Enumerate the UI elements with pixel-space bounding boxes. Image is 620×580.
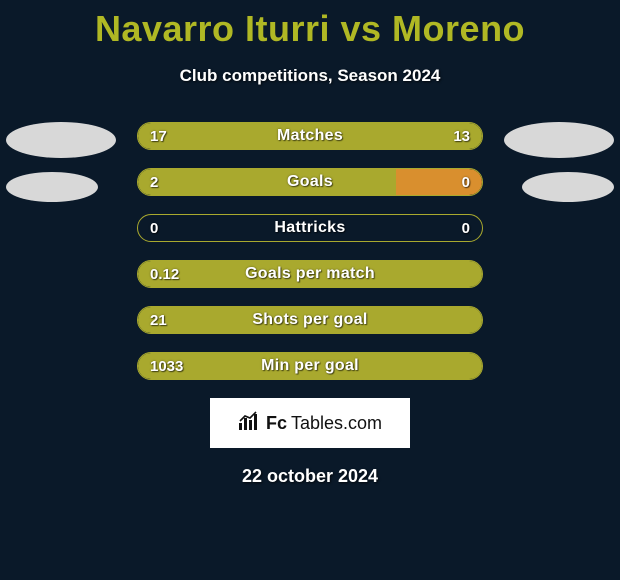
player-avatar-right bbox=[504, 122, 614, 158]
stat-label: Matches bbox=[138, 123, 482, 149]
comparison-chart: 1713Matches 20Goals 00Hattricks 0.12Goals p… bbox=[0, 122, 620, 380]
source-badge: FcTables.com bbox=[210, 398, 410, 448]
stat-row: 0.12Goals per match bbox=[137, 260, 483, 288]
footer-date: 22 october 2024 bbox=[0, 466, 620, 487]
stat-label: Shots per goal bbox=[138, 307, 482, 333]
stat-row: 21Shots per goal bbox=[137, 306, 483, 334]
stat-row: 1713Matches bbox=[137, 122, 483, 150]
bars-container: 1713Matches 20Goals 00Hattricks 0.12Goals p… bbox=[137, 122, 483, 380]
player-avatar-right bbox=[522, 172, 614, 202]
brand-rest: Tables.com bbox=[291, 413, 382, 434]
stat-label: Hattricks bbox=[138, 215, 482, 241]
stat-row: 1033Min per goal bbox=[137, 352, 483, 380]
player-avatar-left bbox=[6, 122, 116, 158]
chart-icon bbox=[238, 411, 260, 436]
stat-label: Goals per match bbox=[138, 261, 482, 287]
stat-row: 00Hattricks bbox=[137, 214, 483, 242]
page-title: Navarro Iturri vs Moreno bbox=[0, 0, 620, 50]
stat-row: 20Goals bbox=[137, 168, 483, 196]
player-avatar-left bbox=[6, 172, 98, 202]
subtitle: Club competitions, Season 2024 bbox=[0, 66, 620, 86]
stat-label: Min per goal bbox=[138, 353, 482, 379]
brand-bold: Fc bbox=[266, 413, 287, 434]
stat-label: Goals bbox=[138, 169, 482, 195]
